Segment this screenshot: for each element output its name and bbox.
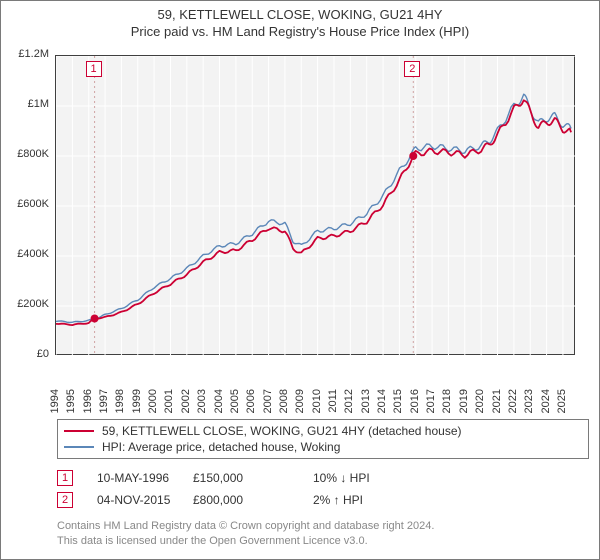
x-tick-label: 2004 <box>213 389 225 429</box>
x-tick-label: 2010 <box>311 389 323 429</box>
x-tick-label: 2011 <box>327 389 339 429</box>
x-tick-label: 2019 <box>458 389 470 429</box>
legend-row-hpi: HPI: Average price, detached house, Woki… <box>64 439 582 455</box>
chart-card: 59, KETTLEWELL CLOSE, WOKING, GU21 4HY P… <box>0 0 600 560</box>
y-tick-label: £600K <box>7 198 49 210</box>
x-tick-label: 2020 <box>474 389 486 429</box>
sale-date: 04-NOV-2015 <box>73 493 193 507</box>
chart-title: 59, KETTLEWELL CLOSE, WOKING, GU21 4HY <box>1 7 599 22</box>
sale-delta: 10% ↓ HPI <box>313 471 373 485</box>
sale-delta: 2% ↑ HPI <box>313 493 373 507</box>
chart-region: 1994199519961997199819992000200120022003… <box>11 49 589 417</box>
sale-marker-icon: 1 <box>86 61 102 77</box>
x-tick-label: 2014 <box>376 389 388 429</box>
x-tick-label: 1997 <box>98 389 110 429</box>
y-tick-label: £800K <box>7 148 49 160</box>
legend-label: HPI: Average price, detached house, Woki… <box>102 440 340 454</box>
x-tick-label: 2022 <box>507 389 519 429</box>
x-tick-label: 2005 <box>229 389 241 429</box>
footer: Contains HM Land Registry data © Crown c… <box>57 519 599 549</box>
sale-row: 2 04-NOV-2015 £800,000 2% ↑ HPI <box>57 489 589 511</box>
x-tick-label: 2007 <box>262 389 274 429</box>
y-tick-label: £1M <box>7 98 49 110</box>
x-tick-label: 2016 <box>409 389 421 429</box>
x-tick-label: 2008 <box>278 389 290 429</box>
x-tick-label: 2024 <box>540 389 552 429</box>
x-tick-label: 1999 <box>131 389 143 429</box>
x-tick-label: 2021 <box>491 389 503 429</box>
plot-area <box>55 55 575 355</box>
x-tick-label: 2025 <box>556 389 568 429</box>
x-tick-label: 1998 <box>114 389 126 429</box>
footer-line: Contains HM Land Registry data © Crown c… <box>57 519 599 534</box>
y-tick-label: £400K <box>7 248 49 260</box>
x-tick-label: 2015 <box>392 389 404 429</box>
legend-swatch <box>64 446 94 448</box>
x-tick-label: 2006 <box>245 389 257 429</box>
x-tick-label: 2013 <box>360 389 372 429</box>
x-tick-label: 2001 <box>163 389 175 429</box>
legend-swatch <box>64 430 94 432</box>
footer-line: This data is licensed under the Open Gov… <box>57 534 599 549</box>
x-tick-label: 2017 <box>425 389 437 429</box>
x-tick-label: 2000 <box>147 389 159 429</box>
sale-marker-icon: 2 <box>57 492 73 508</box>
chart-subtitle: Price paid vs. HM Land Registry's House … <box>1 24 599 39</box>
sale-price: £150,000 <box>193 471 313 485</box>
x-tick-label: 2018 <box>441 389 453 429</box>
y-tick-label: £1.2M <box>7 48 49 60</box>
x-tick-label: 2023 <box>523 389 535 429</box>
y-tick-label: £200K <box>7 298 49 310</box>
x-tick-label: 1996 <box>82 389 94 429</box>
x-tick-label: 1994 <box>49 389 61 429</box>
x-tick-label: 2012 <box>343 389 355 429</box>
x-tick-label: 2002 <box>180 389 192 429</box>
sale-row: 1 10-MAY-1996 £150,000 10% ↓ HPI <box>57 467 589 489</box>
x-tick-label: 1995 <box>65 389 77 429</box>
y-tick-label: £0 <box>7 348 49 360</box>
sale-marker-icon: 2 <box>404 61 420 77</box>
sale-price: £800,000 <box>193 493 313 507</box>
sale-date: 10-MAY-1996 <box>73 471 193 485</box>
sales-table: 1 10-MAY-1996 £150,000 10% ↓ HPI 2 04-NO… <box>57 467 589 511</box>
x-tick-label: 2003 <box>196 389 208 429</box>
x-tick-label: 2009 <box>294 389 306 429</box>
sale-marker-icon: 1 <box>57 470 73 486</box>
titles: 59, KETTLEWELL CLOSE, WOKING, GU21 4HY P… <box>1 1 599 39</box>
